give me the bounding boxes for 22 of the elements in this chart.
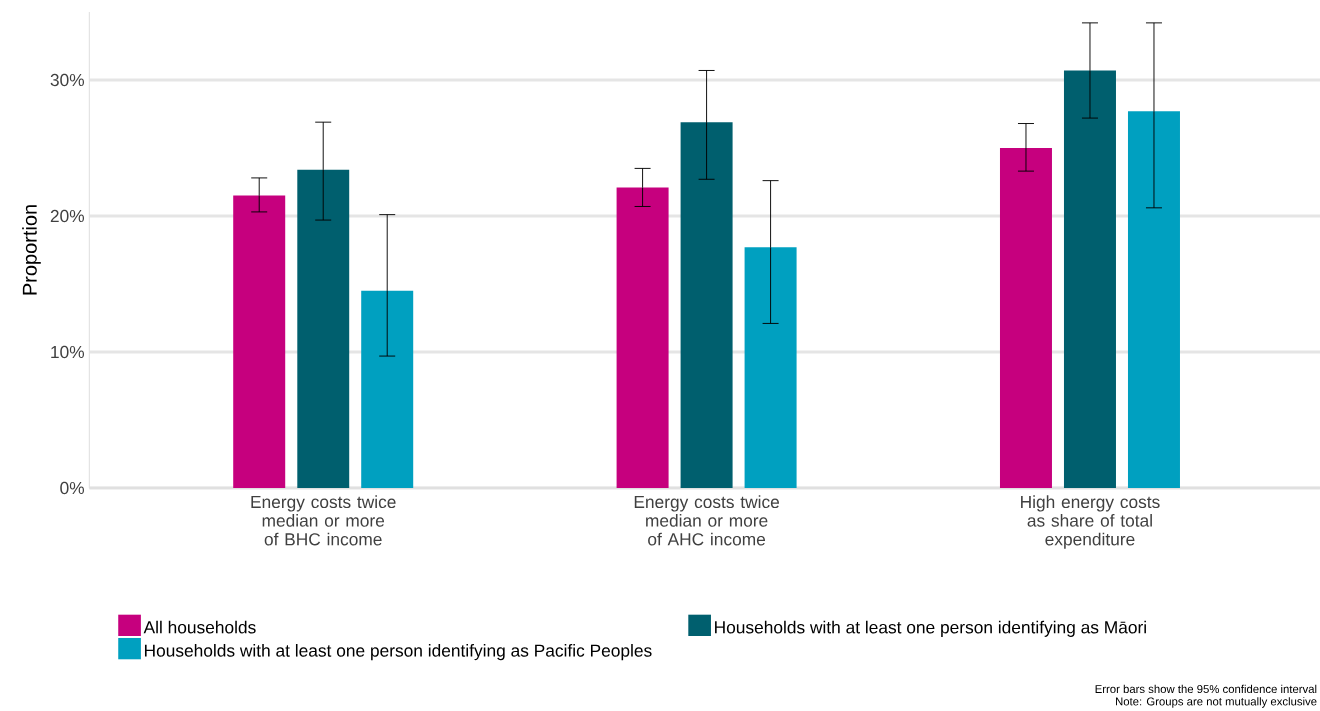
bar bbox=[1127, 111, 1180, 489]
y-tick-label: 20% bbox=[50, 210, 85, 223]
bar bbox=[999, 148, 1052, 489]
legend-label: Households with at least one person identifying as Pacific Peoples bbox=[144, 644, 652, 661]
bar bbox=[1063, 70, 1116, 489]
bar bbox=[680, 122, 733, 489]
y-tick-label: 30% bbox=[50, 74, 85, 87]
bar bbox=[616, 187, 669, 489]
legend-label: All households bbox=[143, 620, 256, 634]
bar bbox=[361, 290, 414, 489]
text: Error bars show the 95% confidence interval bbox=[1095, 684, 1317, 694]
legend-label: Households with at least one person identifying as Māori bbox=[715, 620, 1146, 638]
y-axis-title: Proportion bbox=[22, 205, 41, 295]
bar bbox=[297, 169, 350, 489]
bar bbox=[744, 247, 797, 489]
x-tick-label: High energy costs as share of total expenditure bbox=[1021, 495, 1160, 550]
text: Note: Groups are not mutually exclusive bbox=[1116, 697, 1317, 708]
y-tick-label: 10% bbox=[51, 346, 85, 359]
x-tick-label: Energy costs twice median or more of BHC income bbox=[251, 495, 396, 546]
y-tick-label: 0% bbox=[60, 482, 85, 495]
x-tick-label: Energy costs twice median or more of AHC income bbox=[634, 495, 779, 546]
bar bbox=[233, 195, 286, 489]
